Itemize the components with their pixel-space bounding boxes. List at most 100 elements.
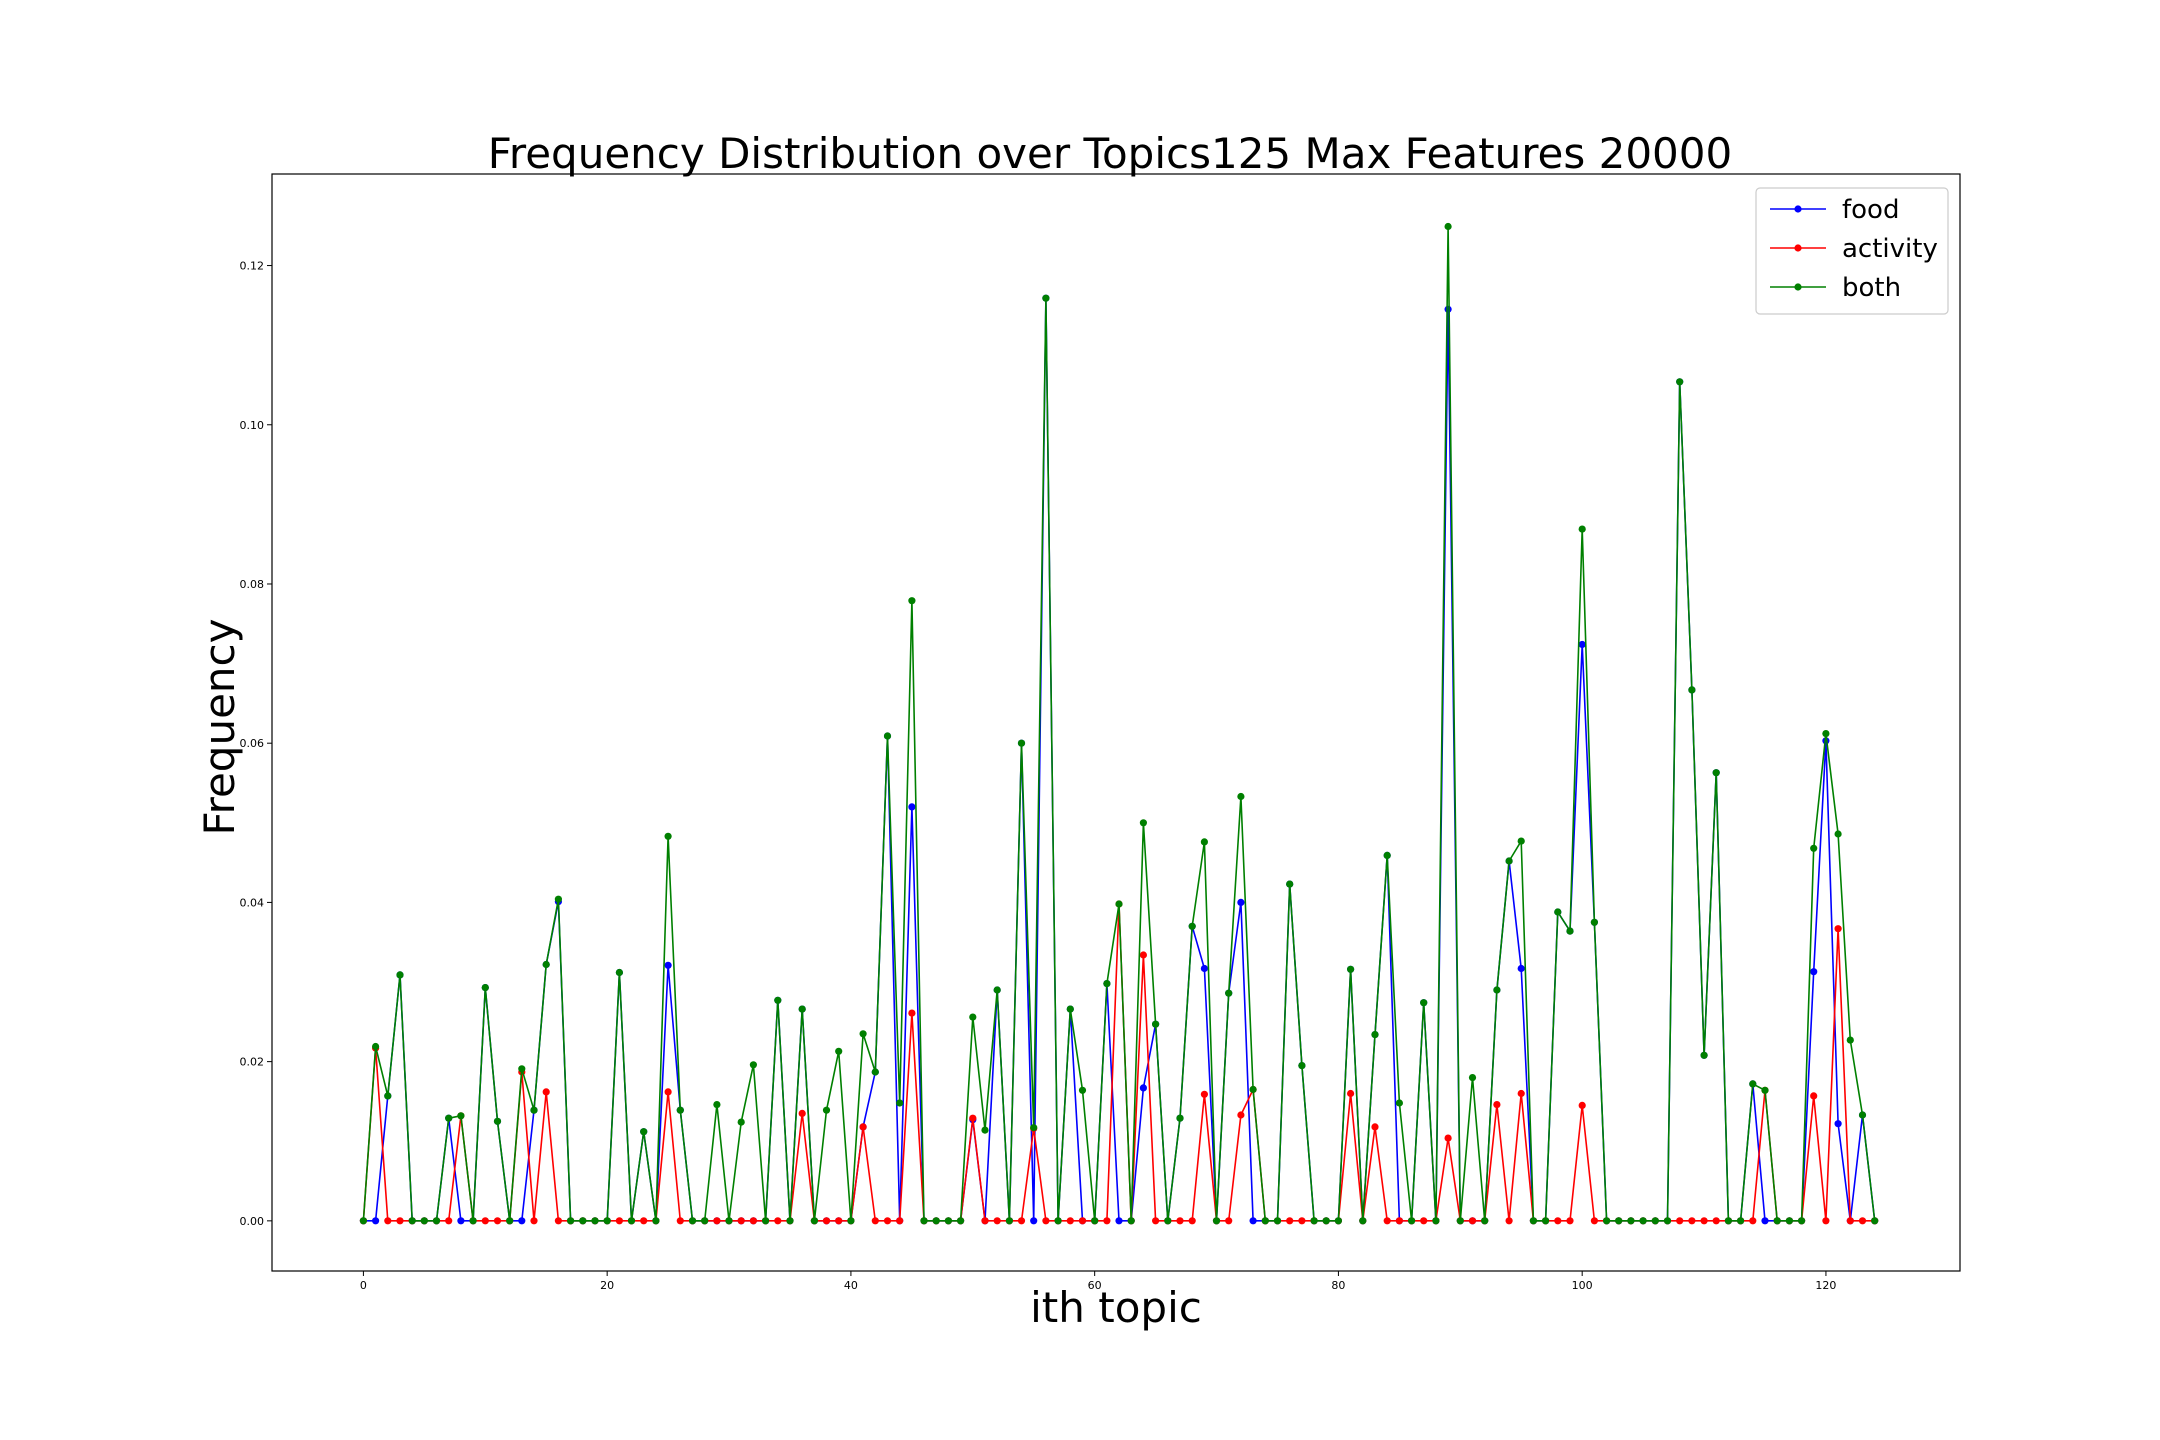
- series-both: [359, 222, 1879, 1225]
- data-point-both: [1505, 857, 1513, 865]
- data-point-activity: [835, 1217, 843, 1225]
- data-point-activity: [1493, 1101, 1501, 1109]
- legend-swatch-marker: [1794, 244, 1802, 252]
- data-point-both: [932, 1217, 940, 1225]
- data-point-activity: [1066, 1217, 1074, 1225]
- data-point-both: [1481, 1217, 1489, 1225]
- data-point-both: [1115, 900, 1123, 908]
- data-point-both: [1200, 838, 1208, 846]
- data-point-activity: [822, 1217, 831, 1225]
- data-point-food: [1517, 964, 1525, 973]
- x-tick-label: 40: [844, 1279, 858, 1292]
- data-point-activity: [1188, 1217, 1196, 1225]
- y-tick-label: 0.08: [240, 578, 265, 591]
- data-point-activity: [713, 1217, 721, 1225]
- data-point-activity: [1078, 1217, 1087, 1225]
- data-point-both: [579, 1217, 587, 1225]
- data-point-both: [603, 1217, 611, 1225]
- data-point-both: [591, 1217, 599, 1225]
- data-point-both: [676, 1106, 684, 1114]
- data-point-activity: [1225, 1217, 1233, 1225]
- data-point-both: [1005, 1217, 1014, 1225]
- data-point-both: [1176, 1114, 1184, 1122]
- data-point-both: [664, 832, 672, 840]
- data-point-both: [1456, 1217, 1464, 1225]
- series-food: [359, 294, 1879, 1225]
- data-point-activity: [1395, 1217, 1403, 1225]
- data-point-activity: [1298, 1217, 1306, 1225]
- data-point-both: [1103, 980, 1111, 988]
- data-point-both: [445, 1114, 453, 1122]
- data-point-activity: [1712, 1217, 1720, 1225]
- data-point-activity: [1578, 1101, 1586, 1109]
- data-point-both: [1834, 830, 1842, 838]
- data-point-activity: [1846, 1217, 1854, 1225]
- data-point-both: [1017, 739, 1026, 747]
- series-line-both: [362, 225, 1876, 1222]
- legend-swatch-marker: [1794, 283, 1802, 291]
- data-point-activity: [530, 1217, 538, 1225]
- data-point-both: [1554, 908, 1562, 916]
- y-tick-label: 0.10: [240, 419, 265, 432]
- data-point-activity: [676, 1217, 684, 1225]
- data-point-activity: [493, 1217, 502, 1225]
- data-point-activity: [798, 1109, 806, 1117]
- data-point-both: [701, 1217, 709, 1225]
- data-point-both: [359, 1217, 367, 1225]
- data-point-both: [1420, 999, 1428, 1007]
- data-point-both: [1286, 880, 1294, 888]
- data-point-activity: [1468, 1217, 1477, 1225]
- data-point-both: [749, 1061, 758, 1069]
- data-point-activity: [1749, 1217, 1757, 1225]
- data-point-both: [688, 1217, 697, 1225]
- data-point-both: [615, 968, 624, 977]
- x-tick-label: 100: [1572, 1279, 1593, 1292]
- data-point-both: [1542, 1217, 1550, 1225]
- data-point-food: [908, 803, 916, 811]
- data-point-activity: [1688, 1217, 1696, 1225]
- data-point-both: [1810, 844, 1818, 852]
- data-point-activity: [1505, 1217, 1513, 1225]
- data-point-both: [822, 1106, 831, 1114]
- data-point-both: [737, 1118, 745, 1126]
- data-point-both: [408, 1217, 416, 1225]
- data-point-both: [1871, 1217, 1879, 1225]
- data-point-activity: [445, 1217, 453, 1225]
- data-point-both: [1188, 922, 1196, 930]
- data-point-both: [896, 1099, 904, 1107]
- data-point-both: [542, 960, 550, 969]
- data-point-activity: [1286, 1217, 1294, 1225]
- data-point-activity: [883, 1217, 892, 1225]
- data-point-both: [384, 1092, 392, 1100]
- data-point-activity: [1237, 1111, 1245, 1119]
- data-point-both: [1383, 851, 1391, 860]
- data-point-both: [1737, 1217, 1745, 1225]
- data-point-both: [725, 1217, 733, 1225]
- data-point-both: [481, 984, 489, 992]
- data-point-both: [1627, 1217, 1635, 1225]
- data-point-both: [1054, 1217, 1062, 1225]
- data-point-activity: [1383, 1217, 1391, 1225]
- data-point-activity: [896, 1217, 904, 1225]
- y-axis: 0.00 0.02 0.04 0.06 0.08 0.10 0.12: [240, 260, 272, 1228]
- data-point-both: [1347, 965, 1355, 973]
- data-point-activity: [542, 1088, 550, 1096]
- data-point-both: [1444, 222, 1452, 231]
- data-point-both: [981, 1126, 989, 1134]
- data-point-food: [664, 961, 672, 969]
- y-tick-label: 0.06: [240, 737, 265, 750]
- data-point-activity: [1858, 1217, 1867, 1225]
- data-point-activity: [1810, 1092, 1818, 1100]
- data-point-both: [1127, 1217, 1135, 1225]
- data-point-activity: [1347, 1089, 1355, 1098]
- data-point-activity: [1676, 1217, 1684, 1225]
- legend-label: activity: [1842, 234, 1938, 264]
- data-point-both: [1249, 1085, 1257, 1094]
- data-point-both: [652, 1217, 660, 1225]
- data-point-both: [1468, 1074, 1477, 1082]
- data-point-both: [1030, 1124, 1038, 1132]
- data-point-both: [774, 996, 782, 1004]
- data-point-both: [1091, 1217, 1099, 1225]
- data-point-both: [1371, 1031, 1379, 1039]
- data-point-both: [1749, 1080, 1757, 1088]
